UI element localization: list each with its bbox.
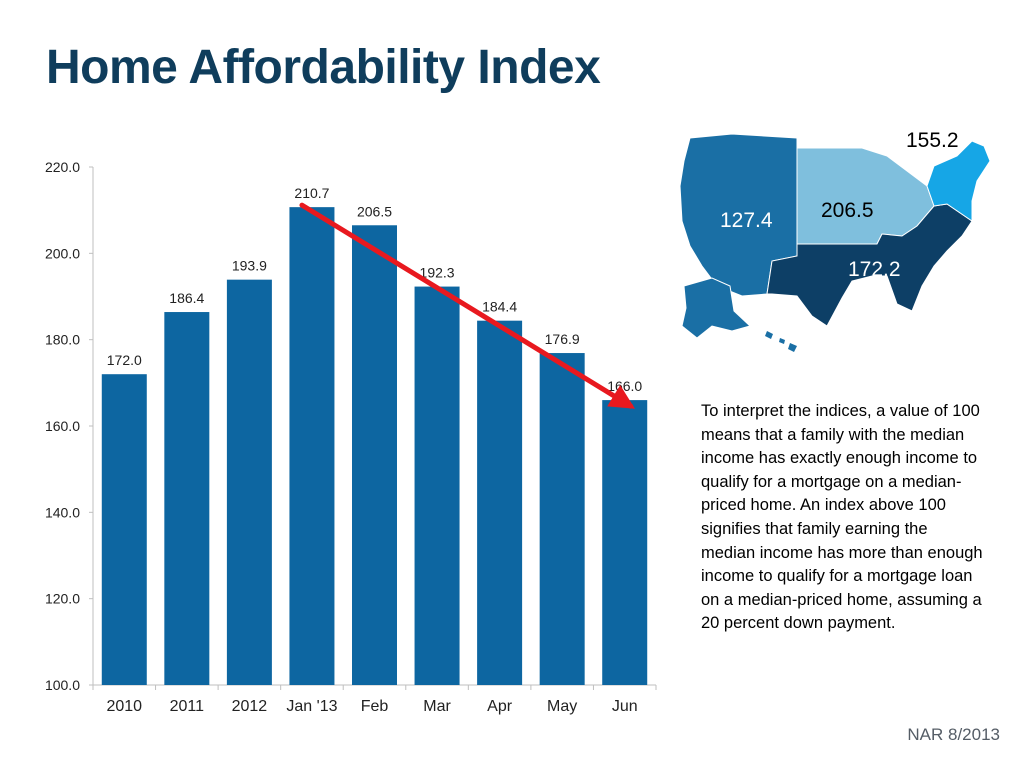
map-region-south <box>766 203 973 327</box>
bar-value-label: 166.0 <box>607 378 642 394</box>
bar-value-label: 184.4 <box>482 299 517 315</box>
x-category-label: Feb <box>361 698 389 715</box>
map-region-hawaii <box>765 331 797 352</box>
y-tick-label: 220.0 <box>45 159 80 175</box>
map-label-west: 127.4 <box>720 209 773 232</box>
map-region-alaska <box>681 277 751 339</box>
map-label-northeast: 155.2 <box>906 129 959 152</box>
bar <box>602 400 648 685</box>
source-note: NAR 8/2013 <box>907 725 1000 744</box>
bar <box>352 225 397 685</box>
y-tick-label: 180.0 <box>45 332 80 348</box>
bar-value-label: 210.7 <box>294 185 329 201</box>
bar-value-label: 192.3 <box>420 265 455 281</box>
x-category-label: 2010 <box>106 698 142 715</box>
x-category-label: Apr <box>487 698 513 715</box>
bar-value-label: 206.5 <box>357 203 392 219</box>
trend-arrow <box>299 202 635 409</box>
x-category-label: Jun <box>612 698 638 715</box>
bar <box>289 207 335 685</box>
bar-value-label: 172.0 <box>107 352 142 368</box>
y-tick-label: 160.0 <box>45 418 80 434</box>
bar <box>539 353 585 685</box>
bar <box>477 320 523 685</box>
map-region-northeast <box>926 140 991 222</box>
bar-value-label: 193.9 <box>232 258 267 274</box>
x-category-label: 2012 <box>232 698 268 715</box>
map-label-south: 172.2 <box>848 258 901 281</box>
x-category-label: Mar <box>423 698 451 715</box>
us-regions-map: 127.4 206.5 172.2 155.2 <box>672 126 1012 356</box>
bar <box>226 279 272 685</box>
x-category-label: Jan '13 <box>286 698 337 715</box>
x-category-label: May <box>547 698 577 715</box>
map-label-midwest: 206.5 <box>821 199 874 222</box>
index-explanation: To interpret the indices, a value of 100… <box>701 402 983 633</box>
x-category-label: 2011 <box>170 698 205 715</box>
bar <box>414 286 460 685</box>
y-tick-label: 140.0 <box>45 504 80 520</box>
slide-title: Home Affordability Index <box>46 41 601 94</box>
bar-value-label: 186.4 <box>169 290 204 306</box>
y-tick-label: 200.0 <box>45 245 80 261</box>
bar-value-label: 176.9 <box>545 331 580 347</box>
bar <box>164 312 210 685</box>
bar <box>101 374 147 685</box>
y-tick-label: 120.0 <box>45 591 80 607</box>
y-tick-label: 100.0 <box>45 677 80 693</box>
